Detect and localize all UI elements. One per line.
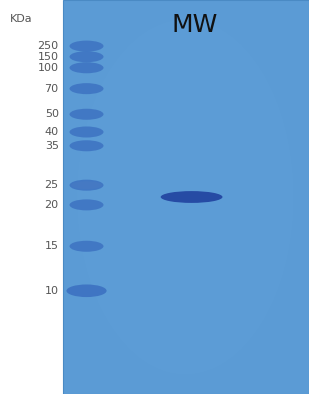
Ellipse shape [70,109,104,120]
Ellipse shape [70,83,104,94]
Text: 250: 250 [38,41,59,51]
Text: 35: 35 [45,141,59,151]
Ellipse shape [70,241,104,252]
Text: 70: 70 [44,84,59,94]
Bar [63,0,309,394]
Ellipse shape [66,284,107,297]
Ellipse shape [70,140,104,151]
Ellipse shape [70,62,104,73]
Ellipse shape [77,20,294,374]
Ellipse shape [70,180,104,191]
Text: 20: 20 [44,200,59,210]
Ellipse shape [70,126,104,138]
Ellipse shape [70,51,104,62]
Text: 40: 40 [44,127,59,137]
Ellipse shape [161,191,222,203]
Ellipse shape [70,41,104,52]
Text: 100: 100 [38,63,59,73]
Text: MW: MW [171,13,218,37]
Text: 150: 150 [38,52,59,62]
Ellipse shape [70,199,104,210]
Ellipse shape [71,181,102,189]
Text: 50: 50 [45,109,59,119]
Text: KDa: KDa [10,14,33,24]
Text: 15: 15 [45,241,59,251]
Text: 25: 25 [44,180,59,190]
Text: 10: 10 [45,286,59,296]
